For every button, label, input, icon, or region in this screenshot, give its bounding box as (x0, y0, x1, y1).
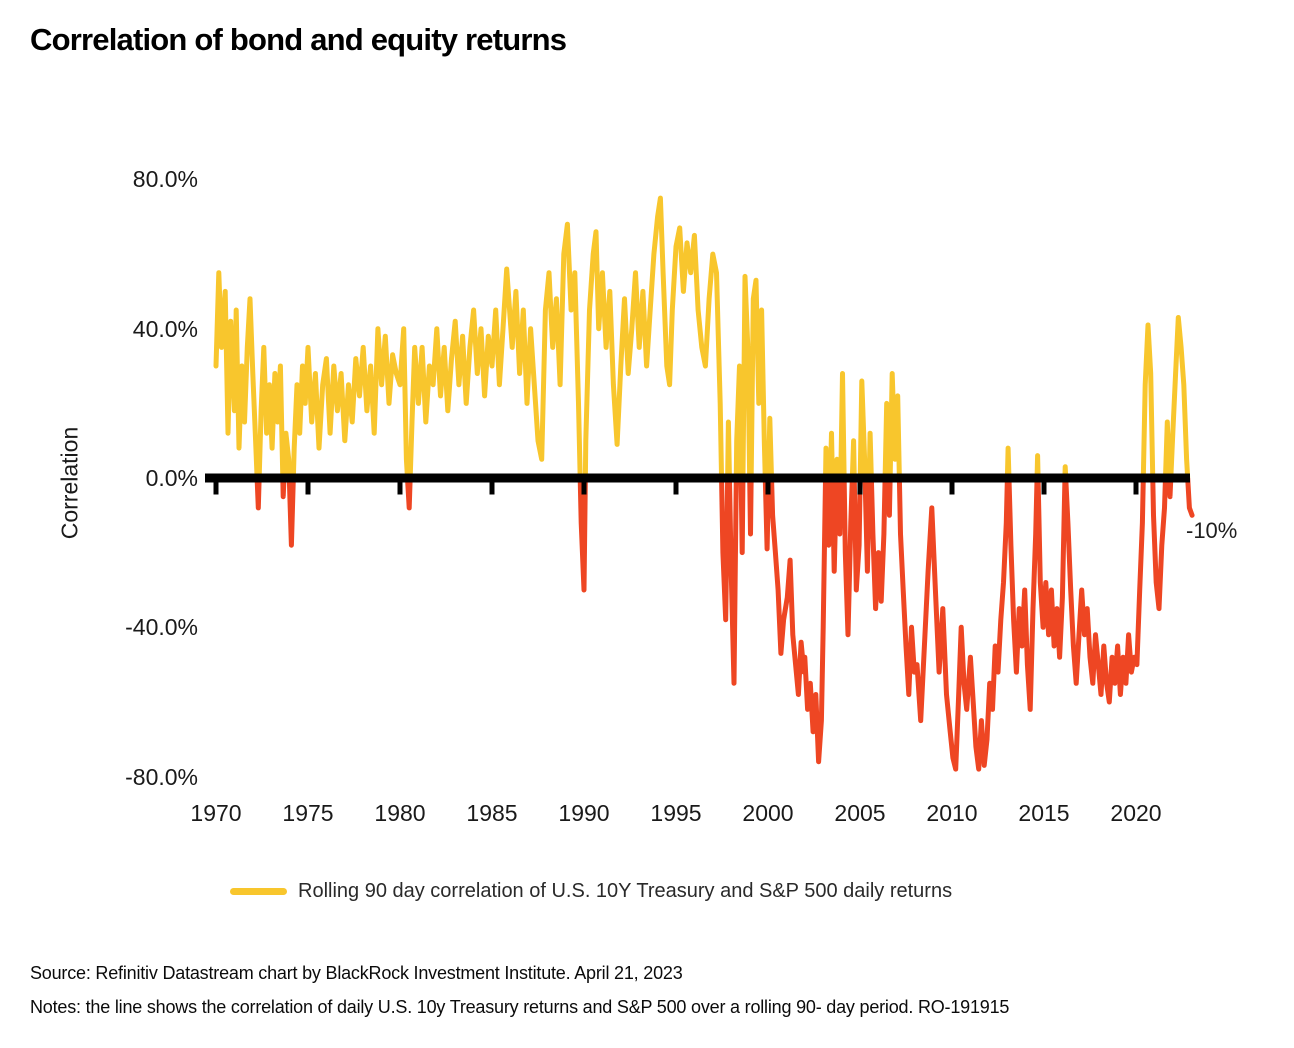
y-tick-label: -40.0% (125, 614, 198, 641)
page-title: Correlation of bond and equity returns (30, 22, 567, 57)
y-tick-label: -80.0% (125, 763, 198, 790)
x-axis-tick (397, 482, 403, 495)
legend-label: Rolling 90 day correlation of U.S. 10Y T… (298, 880, 953, 902)
x-axis-tick (673, 482, 679, 495)
x-tick-label: 2015 (1018, 800, 1070, 826)
x-tick-label: 2005 (834, 800, 886, 826)
x-axis-tick (765, 482, 771, 495)
y-tick-label: 80.0% (132, 166, 198, 193)
x-axis-tick (1133, 482, 1139, 495)
correlation-line-positive (213, 195, 1191, 478)
x-tick-label: 1970 (190, 800, 242, 826)
y-tick-label: 40.0% (132, 315, 198, 342)
x-axis-tick (305, 482, 311, 495)
x-axis-tick (1041, 482, 1047, 495)
source-text: Source: Refinitiv Datastream chart by Bl… (30, 963, 683, 983)
correlation-line-negative (254, 478, 1195, 772)
x-tick-label: 1975 (282, 800, 334, 826)
legend-line-swatch (230, 888, 287, 895)
x-tick-label: 2000 (742, 800, 794, 826)
notes-text: Notes: the line shows the correlation of… (30, 997, 1010, 1017)
legend: Rolling 90 day correlation of U.S. 10Y T… (230, 880, 952, 903)
x-axis-tick (949, 482, 955, 495)
x-tick-label: 1990 (558, 800, 610, 826)
x-axis-tick (581, 482, 587, 495)
x-axis-tick (489, 482, 495, 495)
x-tick-label: 1985 (466, 800, 518, 826)
last-value-annotation: -10% (1186, 518, 1238, 543)
x-tick-label: 2010 (926, 800, 978, 826)
x-tick-label: 2020 (1110, 800, 1162, 826)
x-tick-label: 1995 (650, 800, 702, 826)
x-axis-tick (213, 482, 219, 495)
zero-axis-line (205, 473, 1190, 483)
x-axis-tick (857, 482, 863, 495)
x-tick-label: 1980 (374, 800, 426, 826)
y-tick-label: 0.0% (145, 465, 198, 491)
axis-tick-marks (213, 482, 1139, 495)
